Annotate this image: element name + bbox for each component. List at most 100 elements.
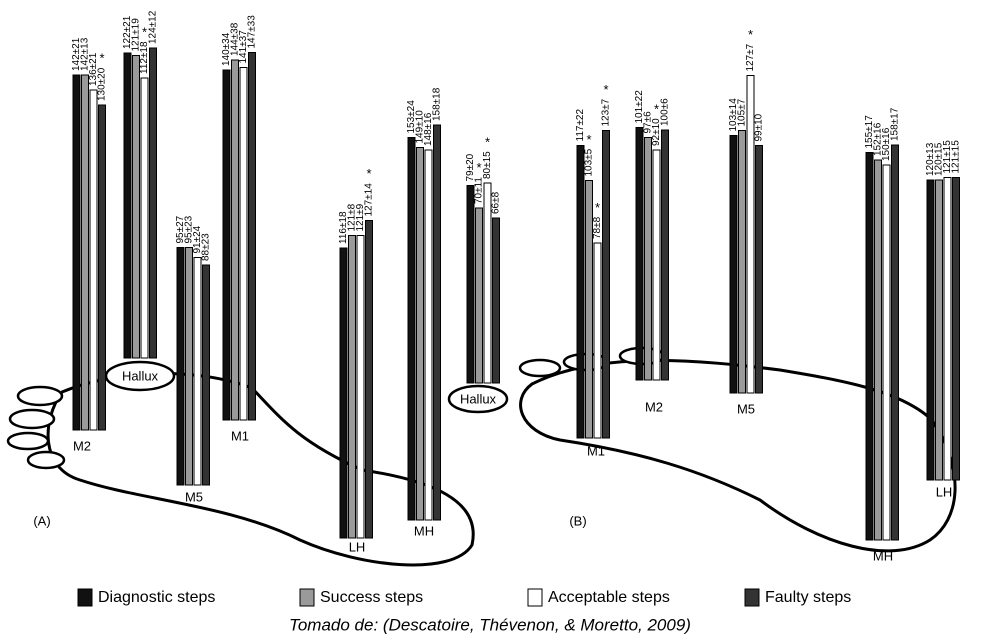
- bar: [953, 178, 960, 481]
- value-label: 127±7: [745, 43, 756, 71]
- location-label: LH: [936, 484, 953, 499]
- location-label: M5: [737, 401, 755, 416]
- bar: [892, 145, 899, 540]
- bar: [645, 138, 652, 381]
- toe: [10, 410, 54, 428]
- location-label: Hallux: [460, 391, 497, 406]
- value-label: 88±23: [201, 233, 212, 261]
- legend-label: Acceptable steps: [548, 589, 670, 606]
- bar: [90, 90, 97, 430]
- value-label: 100±6: [660, 98, 671, 126]
- toe: [520, 360, 560, 376]
- legend-label: Diagnostic steps: [98, 589, 215, 606]
- bar: [927, 180, 934, 480]
- value-label: 121±15: [951, 140, 962, 174]
- value-label: 112±18: [139, 41, 150, 74]
- location-label: MH: [414, 523, 434, 538]
- bar: [944, 178, 951, 481]
- bar: [603, 131, 610, 439]
- bar: [203, 265, 210, 485]
- panel-label: (A): [33, 513, 50, 528]
- panel-label: (B): [569, 513, 586, 528]
- value-label: 124±12: [148, 10, 159, 44]
- location-label: M5: [185, 489, 203, 504]
- location-label: Hallux: [122, 368, 159, 383]
- figure: (A)142±21142±13136±21130±20*M2122±21121±…: [0, 0, 981, 642]
- value-label: 105±7: [737, 98, 748, 126]
- legend-label: Faulty steps: [765, 589, 851, 606]
- bar: [408, 138, 415, 521]
- bar: [357, 236, 364, 539]
- value-label: 103±5: [584, 148, 595, 176]
- value-label: 99±10: [754, 113, 765, 141]
- bar: [577, 146, 584, 439]
- significance-marker: *: [99, 51, 104, 66]
- bar: [249, 53, 256, 421]
- bar: [739, 131, 746, 394]
- location-label: M2: [645, 399, 663, 414]
- legend-swatch: [528, 589, 542, 606]
- bar: [594, 243, 601, 438]
- bar: [150, 48, 157, 358]
- bar: [186, 248, 193, 486]
- bar: [366, 221, 373, 539]
- bar: [73, 75, 80, 430]
- significance-marker: *: [142, 24, 147, 39]
- value-label: 80±15: [482, 151, 493, 179]
- value-label: 147±33: [247, 15, 258, 49]
- bar: [194, 258, 201, 486]
- bar: [177, 248, 184, 486]
- bar: [124, 53, 131, 358]
- bar: [636, 128, 643, 381]
- value-label: 127±14: [364, 183, 375, 217]
- legend-swatch: [745, 589, 759, 606]
- significance-marker: *: [654, 101, 659, 116]
- toe: [8, 433, 48, 449]
- bar: [866, 153, 873, 541]
- legend-swatch: [300, 589, 314, 606]
- bar: [756, 146, 763, 394]
- bar: [875, 160, 882, 540]
- significance-marker: *: [485, 134, 490, 149]
- value-label: 117±22: [575, 109, 586, 142]
- location-label: MH: [873, 548, 893, 563]
- bar: [653, 150, 660, 380]
- bar: [467, 186, 474, 384]
- toe: [28, 452, 64, 468]
- value-label: 78±8: [592, 216, 603, 239]
- bar: [662, 130, 669, 380]
- bar: [232, 60, 239, 420]
- significance-marker: *: [366, 166, 371, 181]
- location-label: LH: [349, 539, 366, 554]
- bar: [99, 105, 106, 430]
- caption: Tomado de: (Descatoire, Thévenon, & More…: [289, 615, 691, 634]
- value-label: 66±8: [491, 191, 502, 214]
- value-label: 158±17: [890, 107, 901, 141]
- bar: [417, 148, 424, 521]
- bar: [730, 136, 737, 394]
- bar: [349, 236, 356, 539]
- location-label: M1: [231, 428, 249, 443]
- value-label: 130±20: [97, 67, 108, 101]
- bar: [936, 180, 943, 480]
- bar: [240, 68, 247, 421]
- significance-marker: *: [476, 160, 481, 175]
- significance-marker: *: [603, 82, 608, 97]
- location-label: M1: [587, 443, 605, 458]
- legend-label: Success steps: [320, 589, 423, 606]
- bar: [340, 248, 347, 538]
- legend-swatch: [78, 589, 92, 606]
- bar: [493, 218, 500, 383]
- bar: [883, 165, 890, 540]
- value-label: 70±11: [474, 177, 485, 204]
- bar: [133, 56, 140, 359]
- bar: [82, 75, 89, 430]
- significance-marker: *: [748, 27, 753, 42]
- bar: [434, 125, 441, 520]
- bar: [425, 150, 432, 520]
- value-label: 158±18: [432, 87, 443, 121]
- bar: [223, 70, 230, 420]
- location-label: M2: [73, 438, 91, 453]
- value-label: 123±7: [601, 98, 612, 126]
- bar: [141, 78, 148, 358]
